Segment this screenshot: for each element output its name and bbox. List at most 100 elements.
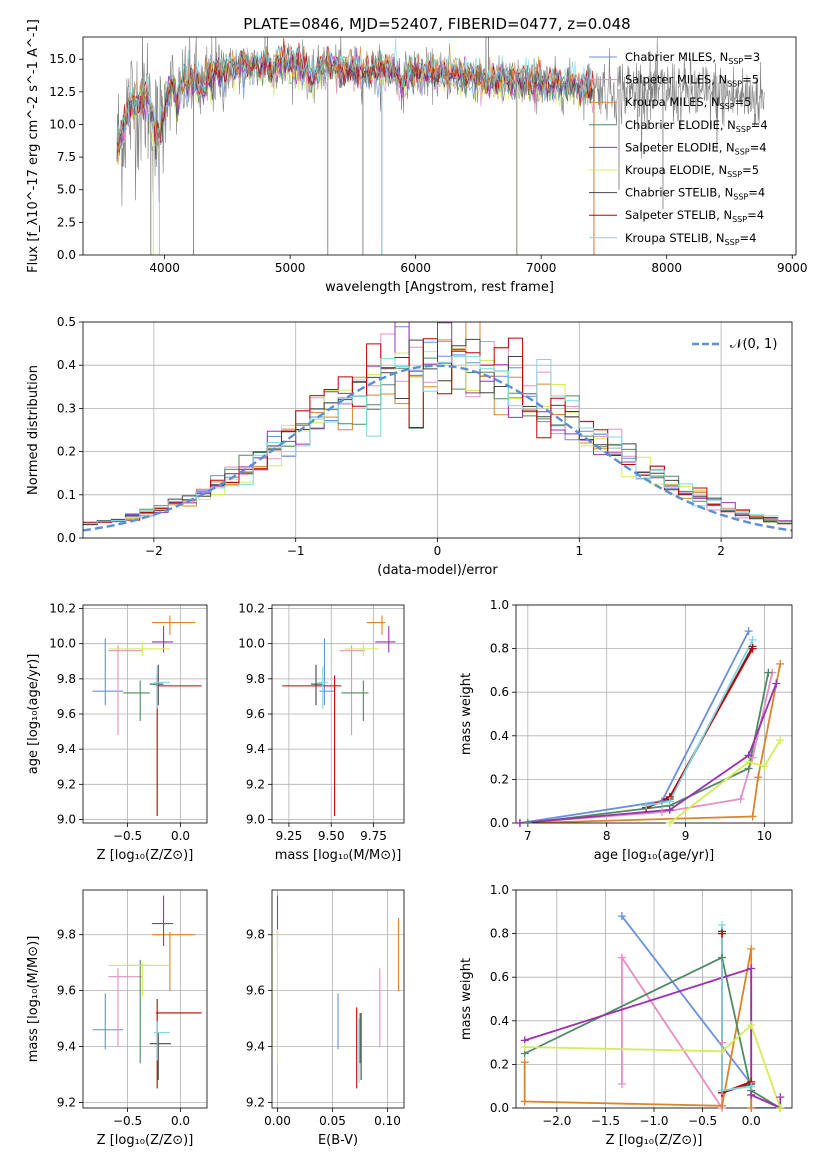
x-tick-label: 0.0 [742,1114,761,1128]
weight-marker-salpeter_elodie [772,679,781,688]
plot-area-mass_vs_EBV [276,895,400,1089]
y-tick-label: 10.0 [238,637,265,651]
plot-area-mass_vs_Z [92,895,202,1089]
weight-marker-kroupa_elodie [760,762,769,771]
model-spectrum-chabrier_stelib [116,47,595,153]
panel-age_vs_mass: 9.25 9.50 9.75 9.0 9.2 9.4 9.6 9.8 10.0 10.2 mass … [238,602,405,863]
weight-marker-salpeter_miles [617,1080,626,1089]
weight-marker-kroupa_stelib [665,797,674,806]
weight-marker-salpeter_elodie [515,819,524,827]
y-tick-label: 9.4 [246,1040,265,1054]
weight-marker-salpeter_elodie [776,1093,785,1102]
y-tick-label: 9.4 [246,742,265,756]
x-tick-label: 10 [757,829,772,843]
x-tick-label: 0.0 [171,829,190,843]
plot-area-age_vs_Z [92,615,202,816]
spectrum-legend: Chabrier MILES, NSSP=3 Salpeter MILES, NS… [589,50,768,247]
plot-area-age_vs_mass [282,615,396,816]
y-tick-label: 9.6 [246,984,265,998]
weight-marker-kroupa_elodie [776,736,785,745]
y-tick-label: 9.8 [57,928,76,942]
axes-frame [82,36,797,256]
x-axis-label: (data-model)/error [377,563,498,578]
legend-label-salpeter_stelib: Salpeter STELIB, NSSP=4 [625,208,764,224]
y-tick-label: 0.2 [490,772,509,786]
axes-frame [271,604,405,824]
panel-weight_vs_Z: −2.0 −1.5 −1.0 −0.5 0.0 0.0 0.2 0.4 0.6 0.8 1.0 Z [… [459,883,793,1148]
y-tick-label: 9.6 [57,984,76,998]
weight-marker-salpeter_miles [736,795,745,804]
y-axis-label: Flux [f_λ10^-17 erg cm^-2 s^-1 A^-1] [26,19,41,273]
panel-residuals: −2 −1 0 1 2 0.0 0.1 0.2 0.3 0.4 0.5 (data-model)/er… [26,315,793,578]
y-tick-label: 10.0 [49,637,76,651]
x-axis-label: Z [log₁₀(Z/Z⊙)] [606,1133,703,1148]
y-tick-label: 9.0 [57,812,76,826]
x-tick-label: 0.0 [171,1114,190,1128]
y-axis-label: Normed distribution [26,365,41,495]
axes-frame [515,604,793,824]
y-tick-label: 9.2 [246,777,265,791]
y-axis-label: mass weight [459,958,474,1040]
weight-marker-salpeter_stelib [718,929,727,938]
axes-frame [82,604,208,824]
weight-marker-kroupa_miles [520,1097,529,1106]
weight-line-salpeter_elodie [519,683,778,823]
weight-marker-chabrier_miles [744,627,753,636]
axes-frame [82,889,208,1109]
x-tick-label: 0.05 [319,1114,346,1128]
legend-label-salpeter_miles: Salpeter MILES, NSSP=5 [625,73,759,89]
x-tick-label: 9000 [777,261,808,275]
x-tick-label: 9.75 [360,829,387,843]
weight-marker-salpeter_miles [718,1038,727,1047]
weight-marker-kroupa_stelib [748,635,757,644]
x-tick-label: 4000 [149,261,180,275]
weight-marker-chabrier_miles [657,797,666,806]
y-tick-label: 9.4 [57,742,76,756]
x-tick-label: −1 [287,544,305,558]
x-tick-label: −0.5 [688,1114,717,1128]
x-axis-label: wavelength [Angstrom, rest frame] [325,280,554,295]
y-tick-label: 0.2 [57,445,76,459]
weight-marker-salpeter_elodie [747,1090,756,1099]
plot-area-residuals [83,322,792,532]
x-tick-label: −1.5 [591,1114,620,1128]
y-tick-label: 9.2 [246,1095,265,1109]
plot-area-spectrum [116,37,765,255]
plot-area-weight_vs_age [519,630,782,823]
weight-marker-kroupa_miles [747,944,756,953]
y-tick-label: 1.0 [490,598,509,612]
legend-label-kroupa_stelib: Kroupa STELIB, NSSP=4 [625,231,756,247]
y-tick-label: 0.4 [490,1014,509,1028]
x-axis-label: age [log₁₀(age/yr)] [594,848,715,863]
legend-label-chabrier_stelib: Chabrier STELIB, NSSP=4 [625,186,765,202]
y-tick-label: 0.3 [57,401,76,415]
weight-marker-kroupa_miles [754,773,763,782]
y-tick-label: 9.6 [246,707,265,721]
x-tick-label: −1.0 [639,1114,668,1128]
y-tick-label: 0.6 [490,685,509,699]
x-axis-label: mass [log₁₀(M/M⊙)] [275,848,402,863]
y-tick-label: 10.2 [49,602,76,616]
y-tick-label: 0.1 [57,488,76,502]
x-axis-label: Z [log₁₀(Z/Z⊙)] [97,1133,194,1148]
weight-marker-kroupa_elodie [776,1104,785,1112]
x-tick-label: −2.0 [542,1114,571,1128]
weight-marker-kroupa_stelib [642,801,651,810]
figure-title: PLATE=0846, MJD=52407, FIBERID=0477, z=0… [243,15,630,33]
legend-label-normal: 𝒩(0, 1) [730,337,777,352]
weight-marker-chabrier_miles [617,912,626,921]
y-tick-label: 0.6 [490,970,509,984]
weight-line-chabrier_elodie [524,956,781,1108]
y-axis-label: mass weight [459,673,474,755]
plot-area-weight_vs_Z [523,915,782,1108]
y-tick-label: 9.6 [57,707,76,721]
weight-marker-salpeter_elodie [665,805,674,814]
weight-line-chabrier_miles [519,630,750,823]
weight-marker-salpeter_miles [617,953,626,962]
y-tick-label: 9.2 [57,777,76,791]
axes-frame [82,321,793,539]
weight-marker-salpeter_elodie [747,964,756,973]
weight-marker-kroupa_miles [748,812,757,821]
weight-marker-chabrier_elodie [718,953,727,962]
